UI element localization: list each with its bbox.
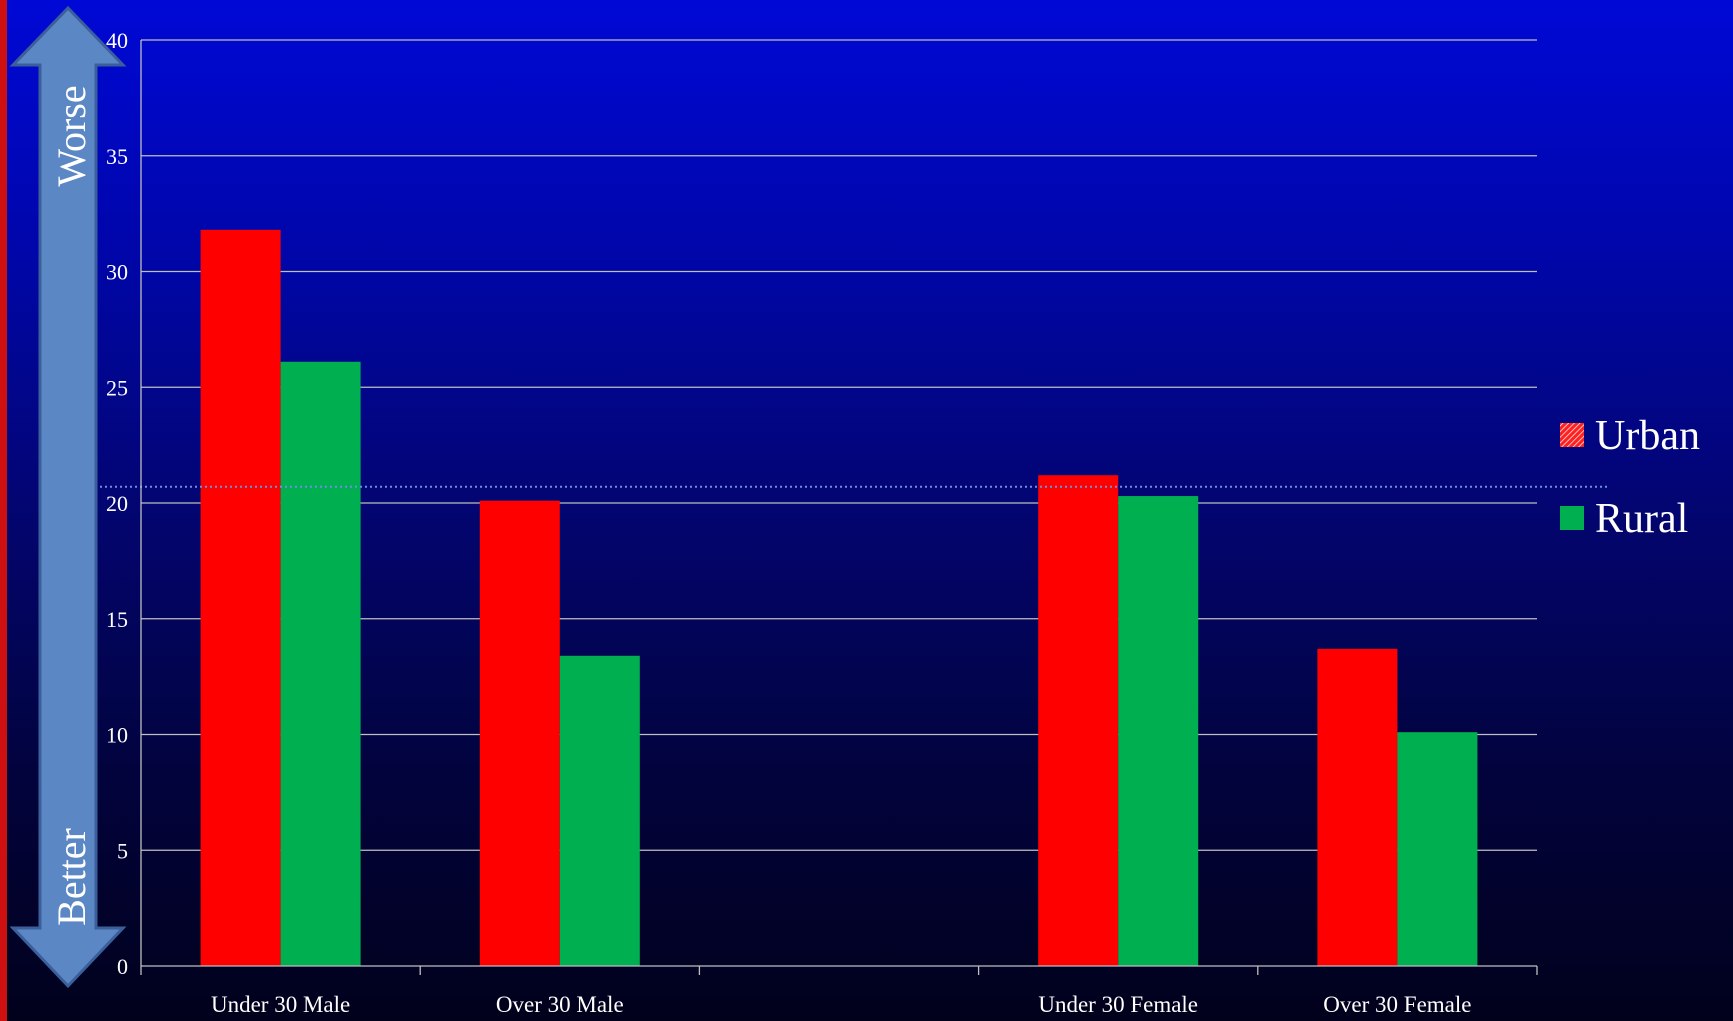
left-edge-stripe — [0, 0, 7, 1021]
y-tick-label: 25 — [106, 375, 128, 400]
bar-urban — [479, 500, 560, 966]
bars — [200, 229, 1478, 966]
legend-swatch-rural — [1560, 506, 1584, 530]
y-tick-label: 20 — [106, 491, 128, 516]
legend: Urban Rural — [1560, 413, 1700, 542]
x-tick-label: Over 30 Male — [496, 992, 624, 1017]
gridlines — [141, 39, 1537, 851]
x-tick-labels: Under 30 Male Over 30 Male Under 30 Female… — [211, 992, 1472, 1017]
legend-swatch-urban — [1560, 423, 1584, 447]
x-tick-label: Under 30 Male — [211, 992, 350, 1017]
double-headed-arrow-icon: Worse Better — [9, 5, 127, 989]
bar-urban — [1038, 475, 1119, 966]
legend-label-urban: Urban — [1595, 413, 1700, 459]
y-tick-label: 40 — [106, 28, 128, 53]
x-tick-label: Over 30 Female — [1323, 992, 1471, 1017]
arrow-shape — [9, 5, 127, 989]
x-tick-label: Under 30 Female — [1038, 992, 1198, 1017]
arrow-top-label: Worse — [49, 85, 94, 186]
bar-rural — [1397, 732, 1478, 966]
y-tick-labels: 0 5 10 15 20 25 30 35 40 — [106, 28, 128, 979]
y-tick-label: 15 — [106, 607, 128, 632]
bar-urban — [200, 229, 281, 966]
legend-label-rural: Rural — [1595, 496, 1688, 542]
y-tick-label: 30 — [106, 260, 128, 285]
bar-rural — [559, 655, 640, 966]
y-tick-label: 5 — [117, 838, 128, 863]
bar-rural — [1118, 496, 1199, 966]
bar-urban — [1317, 648, 1398, 966]
y-tick-label: 35 — [106, 144, 128, 169]
x-axis — [140, 40, 1538, 975]
arrow-bottom-label: Better — [49, 828, 94, 926]
y-tick-label: 10 — [106, 723, 128, 748]
y-tick-label: 0 — [117, 954, 128, 979]
bar-rural — [280, 361, 361, 966]
